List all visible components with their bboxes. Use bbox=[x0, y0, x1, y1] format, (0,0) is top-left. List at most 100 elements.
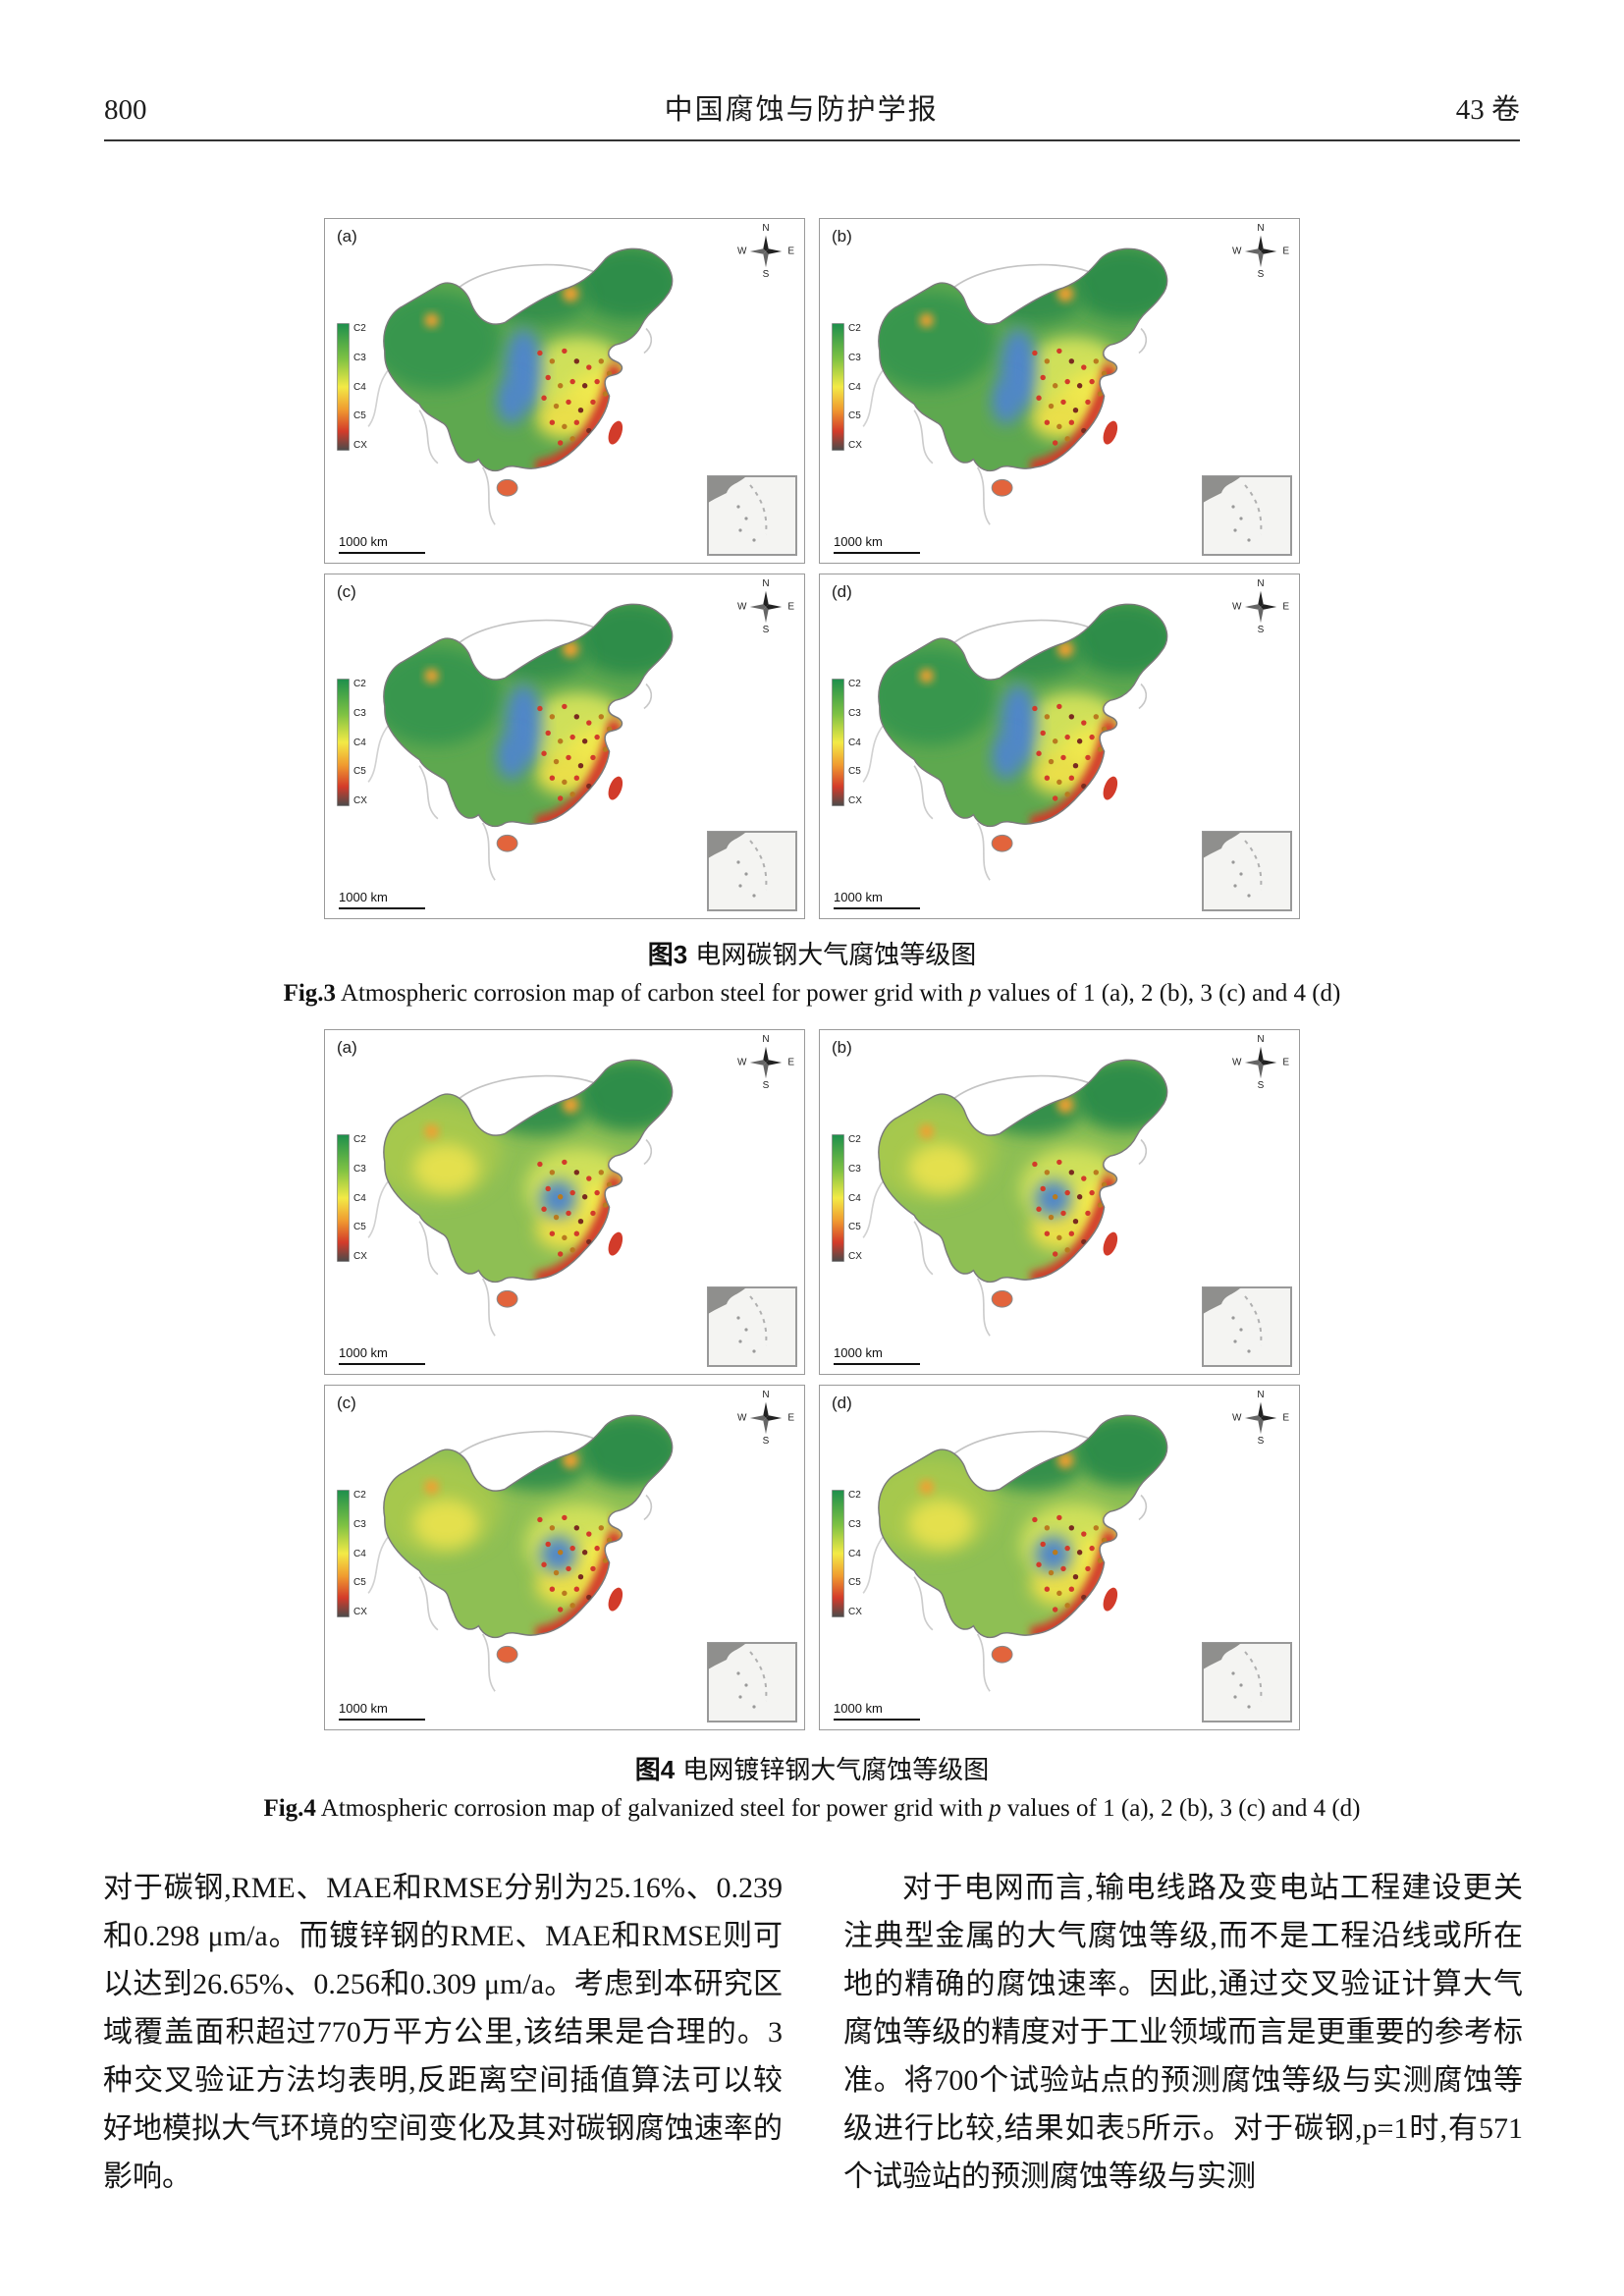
compass-north-label: N bbox=[762, 223, 770, 234]
map-panel: (c) N W E S C2 C3 C4 C5 CX 1000 km bbox=[324, 574, 805, 919]
scale-label: 1000 km bbox=[834, 534, 883, 549]
panel-label: (c) bbox=[337, 582, 356, 601]
corrosion-legend: C2 C3 C4 C5 CX bbox=[832, 323, 862, 451]
scale-line bbox=[834, 552, 920, 554]
scale-label: 1000 km bbox=[834, 1701, 883, 1716]
figure4-caption-zh: 图4 电网镀锌钢大气腐蚀等级图 bbox=[0, 1750, 1624, 1786]
legend-labels: C2 C3 C4 C5 CX bbox=[848, 323, 862, 451]
compass-icon: N W E S bbox=[737, 578, 794, 635]
legend-label: C2 bbox=[353, 679, 366, 689]
figure3-caption-en-tail: values of 1 (a), 2 (b), 3 (c) and 4 (d) bbox=[981, 980, 1341, 1007]
figure3-caption-en-text: Atmospheric corrosion map of carbon stee… bbox=[336, 980, 970, 1007]
compass-south-label: S bbox=[762, 1436, 770, 1447]
compass-north-label: N bbox=[762, 1390, 770, 1400]
legend-colorbar bbox=[337, 1134, 350, 1262]
scale-bar: 1000 km bbox=[834, 1701, 920, 1721]
legend-label: C5 bbox=[848, 410, 861, 422]
compass-west-label: W bbox=[1232, 1412, 1242, 1424]
legend-label: C4 bbox=[848, 737, 861, 748]
legend-label: C4 bbox=[353, 1192, 366, 1204]
map-panel: (a) N W E S C2 C3 C4 C5 CX 1000 km bbox=[324, 218, 805, 564]
legend-label: C2 bbox=[353, 1134, 366, 1145]
map-panel: (a) N W E S C2 C3 C4 C5 CX 1000 km bbox=[324, 1029, 805, 1375]
map-panel: (d) N W E S C2 C3 C4 C5 CX 1000 km bbox=[819, 574, 1300, 919]
south-china-sea-inset bbox=[1202, 831, 1292, 911]
legend-labels: C2 C3 C4 C5 CX bbox=[353, 1490, 367, 1617]
legend-colorbar bbox=[832, 323, 844, 451]
south-china-sea-inset bbox=[1202, 475, 1292, 556]
map-panel: (b) N W E S C2 C3 C4 C5 CX 1000 km bbox=[819, 1029, 1300, 1375]
scale-line bbox=[339, 552, 425, 554]
corrosion-legend: C2 C3 C4 C5 CX bbox=[832, 679, 862, 806]
figure3-caption-en-number: Fig.3 bbox=[283, 980, 337, 1007]
legend-label: C4 bbox=[848, 1548, 861, 1559]
legend-label: CX bbox=[353, 795, 367, 806]
compass-east-label: E bbox=[1282, 246, 1289, 257]
map-panel: (c) N W E S C2 C3 C4 C5 CX 1000 km bbox=[324, 1385, 805, 1730]
body-left-paragraph: 对于碳钢,RME、MAE和RMSE分别为25.16%、0.239和0.298 μ… bbox=[103, 1872, 783, 2193]
south-china-sea-inset bbox=[707, 1286, 797, 1367]
legend-label: C3 bbox=[848, 707, 861, 719]
compass-west-label: W bbox=[737, 246, 747, 257]
compass-west-label: W bbox=[1232, 601, 1242, 613]
compass-east-label: E bbox=[1282, 601, 1289, 613]
scale-line bbox=[339, 907, 425, 909]
south-china-sea-inset bbox=[707, 1642, 797, 1722]
legend-label: C3 bbox=[848, 1518, 861, 1530]
legend-label: C5 bbox=[848, 766, 861, 778]
panel-label: (b) bbox=[832, 1038, 852, 1057]
corrosion-legend: C2 C3 C4 C5 CX bbox=[832, 1134, 862, 1262]
scale-line bbox=[834, 1363, 920, 1365]
legend-label: C5 bbox=[848, 1222, 861, 1233]
legend-colorbar bbox=[337, 679, 350, 806]
legend-labels: C2 C3 C4 C5 CX bbox=[353, 1134, 367, 1262]
scale-bar: 1000 km bbox=[339, 1701, 425, 1721]
compass-west-label: W bbox=[737, 601, 747, 613]
corrosion-legend: C2 C3 C4 C5 CX bbox=[337, 1134, 367, 1262]
compass-south-label: S bbox=[1257, 1436, 1265, 1447]
compass-icon: N W E S bbox=[737, 223, 794, 280]
legend-label: C4 bbox=[353, 1548, 366, 1559]
compass-west-label: W bbox=[1232, 1057, 1242, 1068]
legend-labels: C2 C3 C4 C5 CX bbox=[848, 1134, 862, 1262]
body-text: 对于碳钢,RME、MAE和RMSE分别为25.16%、0.239和0.298 μ… bbox=[103, 1864, 1523, 2201]
figure3-caption-en: Fig.3 Atmospheric corrosion map of carbo… bbox=[0, 980, 1624, 1008]
scale-bar: 1000 km bbox=[339, 1345, 425, 1365]
panel-label: (b) bbox=[832, 227, 852, 246]
legend-label: CX bbox=[848, 440, 862, 451]
figure3-caption-en-pvar: p bbox=[969, 980, 982, 1007]
figure4-panel-grid: (a) N W E S C2 C3 C4 C5 CX 1000 km bbox=[324, 1029, 1300, 1730]
compass-north-label: N bbox=[1257, 1390, 1265, 1400]
legend-label: C5 bbox=[353, 1577, 366, 1589]
legend-label: C3 bbox=[353, 352, 366, 363]
body-left-column: 对于碳钢,RME、MAE和RMSE分别为25.16%、0.239和0.298 μ… bbox=[103, 1864, 783, 2201]
legend-label: C4 bbox=[848, 381, 861, 393]
scale-bar: 1000 km bbox=[339, 890, 425, 909]
scale-bar: 1000 km bbox=[834, 1345, 920, 1365]
compass-east-label: E bbox=[787, 1057, 794, 1068]
compass-east-label: E bbox=[1282, 1412, 1289, 1424]
legend-label: CX bbox=[353, 1251, 367, 1262]
compass-north-label: N bbox=[1257, 578, 1265, 589]
scale-label: 1000 km bbox=[339, 534, 388, 549]
map-panel: (d) N W E S C2 C3 C4 C5 CX 1000 km bbox=[819, 1385, 1300, 1730]
figure4-caption-en-tail: values of 1 (a), 2 (b), 3 (c) and 4 (d) bbox=[1001, 1795, 1361, 1822]
figure4-caption-zh-text: 电网镀锌钢大气腐蚀等级图 bbox=[682, 1755, 990, 1784]
legend-label: CX bbox=[848, 1251, 862, 1262]
legend-labels: C2 C3 C4 C5 CX bbox=[848, 679, 862, 806]
legend-label: C3 bbox=[353, 707, 366, 719]
page-number: 800 bbox=[104, 94, 147, 126]
scale-label: 1000 km bbox=[834, 890, 883, 904]
scale-label: 1000 km bbox=[339, 1345, 388, 1360]
legend-label: CX bbox=[353, 440, 367, 451]
panel-label: (c) bbox=[337, 1394, 356, 1412]
journal-title: 中国腐蚀与防护学报 bbox=[664, 94, 939, 126]
body-right-paragraph: 对于电网而言,输电线路及变电站工程建设更关注典型金属的大气腐蚀等级,而不是工程沿… bbox=[843, 1872, 1523, 2193]
figure4-caption-en: Fig.4 Atmospheric corrosion map of galva… bbox=[0, 1795, 1624, 1823]
figure4-caption-en-text: Atmospheric corrosion map of galvanized … bbox=[315, 1795, 990, 1822]
compass-north-label: N bbox=[1257, 223, 1265, 234]
south-china-sea-inset bbox=[707, 475, 797, 556]
compass-south-label: S bbox=[762, 1080, 770, 1091]
legend-colorbar bbox=[337, 323, 350, 451]
